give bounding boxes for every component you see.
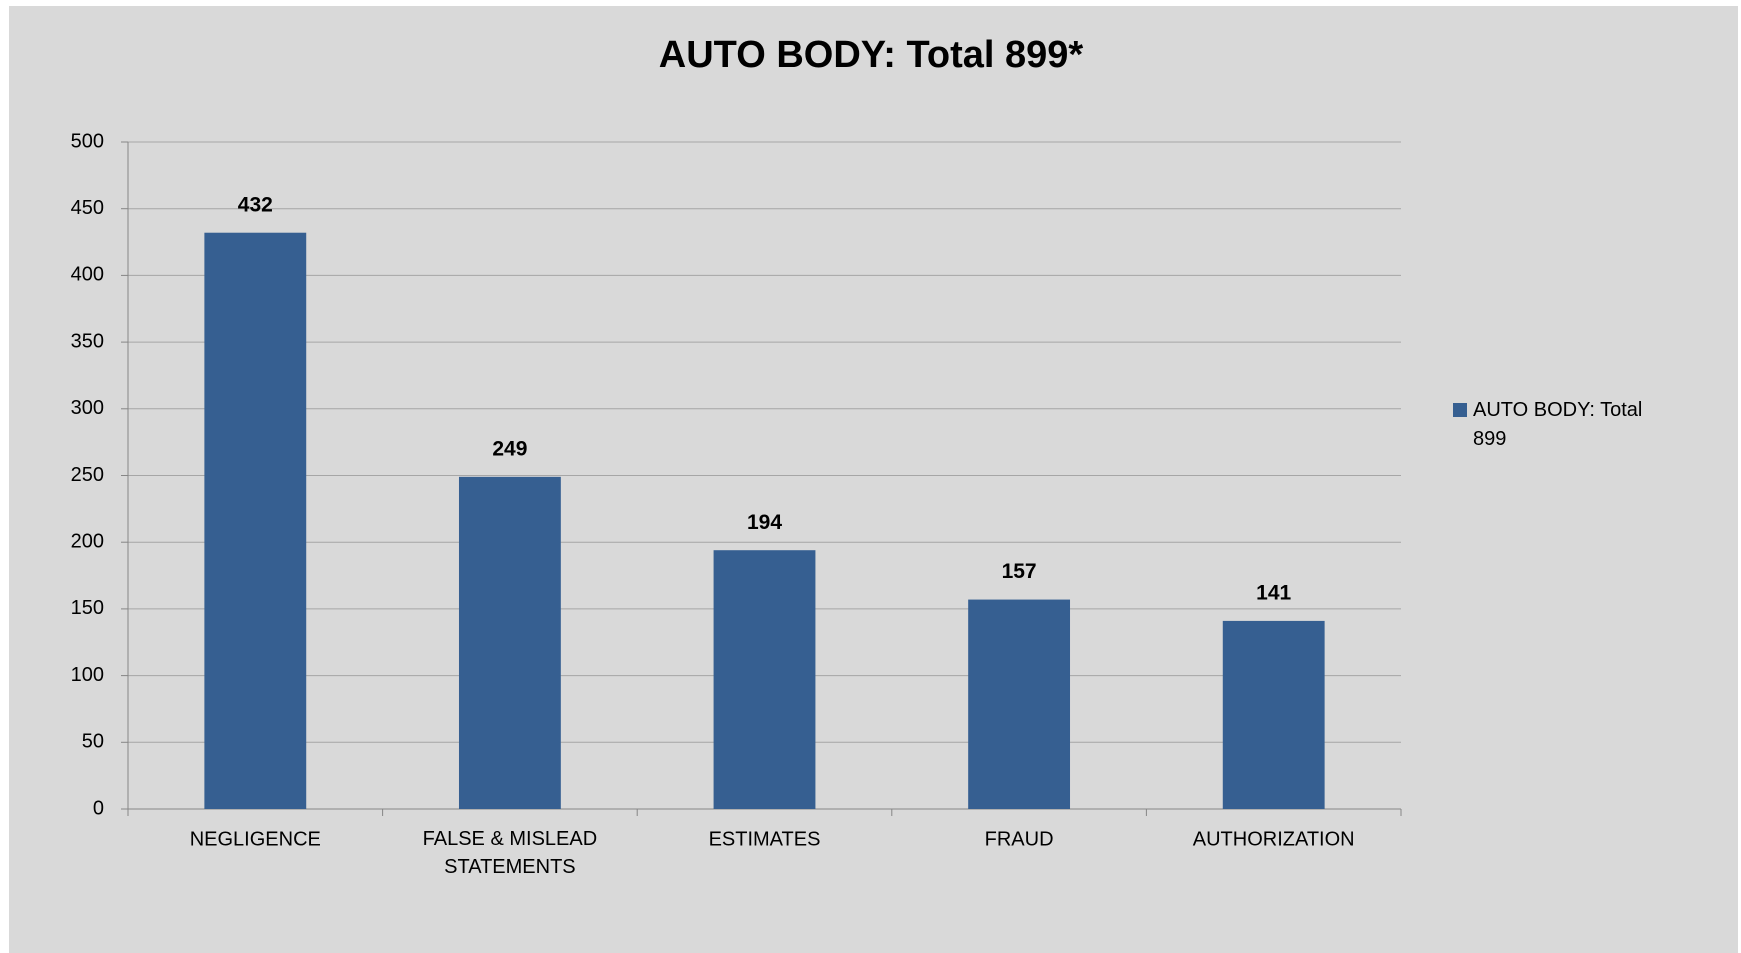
y-tick-label: 100 (71, 664, 104, 686)
y-tick-label: 500 (71, 130, 104, 152)
data-label: 194 (747, 511, 782, 534)
bar (968, 599, 1071, 809)
data-label: 141 (1256, 581, 1291, 604)
y-tick-label: 200 (71, 530, 104, 552)
data-label: 432 (238, 193, 273, 216)
y-tick-label: 300 (71, 397, 104, 419)
x-tick-label: FRAUD (985, 828, 1054, 850)
legend-label: AUTO BODY: Total 899 (1473, 399, 1642, 450)
y-tick-label: 50 (82, 731, 104, 753)
chart-title: AUTO BODY: Total 899* (659, 34, 1084, 76)
legend-swatch (1453, 403, 1467, 417)
y-tick-label: 350 (71, 330, 104, 352)
x-tick-label: ESTIMATES (709, 828, 821, 850)
bar (204, 232, 307, 809)
y-tick-label: 400 (71, 264, 104, 286)
y-tick-label: 0 (93, 797, 104, 819)
y-tick-label: 250 (71, 464, 104, 486)
x-tick-label: NEGLIGENCE (190, 828, 321, 850)
y-tick-label: 150 (71, 597, 104, 619)
x-tick-label: FALSE & MISLEAD STATEMENTS (423, 828, 598, 878)
x-tick-label: AUTHORIZATION (1193, 828, 1355, 850)
y-tick-label: 450 (71, 197, 104, 219)
bar (458, 476, 561, 809)
bar (713, 550, 816, 809)
bar (1222, 620, 1325, 809)
data-label: 157 (1002, 560, 1037, 583)
data-label: 249 (492, 437, 527, 460)
